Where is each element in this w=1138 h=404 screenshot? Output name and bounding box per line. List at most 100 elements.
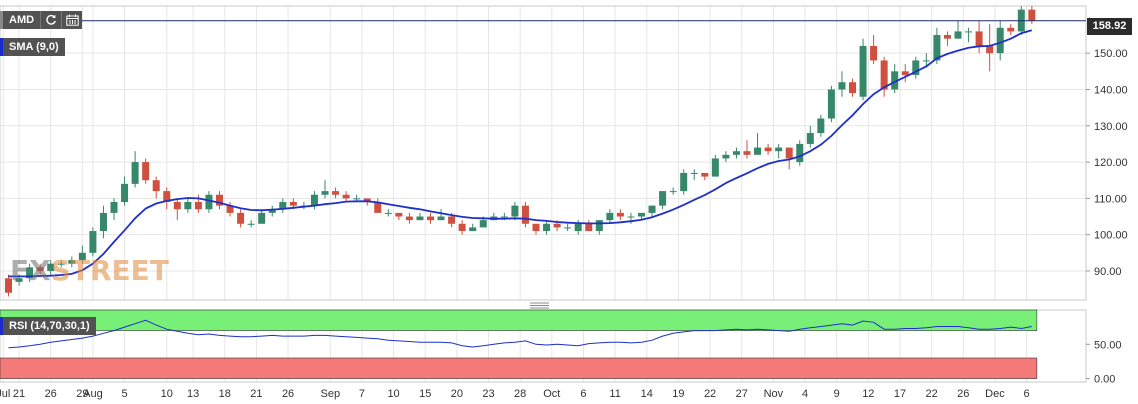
candle-body: [965, 31, 973, 33]
candle-body: [975, 31, 983, 46]
candle-body: [205, 194, 213, 210]
ticker-symbol: AMD: [9, 14, 35, 26]
date-tick-label: Oct: [543, 388, 560, 400]
resize-handle-icon: [530, 302, 549, 309]
candle-body: [827, 89, 835, 119]
candle: [690, 169, 698, 181]
candle: [849, 78, 856, 97]
candle: [110, 198, 118, 221]
sma-indicator-label[interactable]: SMA (9,0): [0, 38, 65, 56]
candle: [722, 151, 730, 163]
candle: [89, 227, 97, 257]
price-tick-label: 120.00: [1094, 157, 1128, 169]
rsi-tick-label: 50.00: [1094, 339, 1122, 351]
candle-body: [289, 202, 297, 206]
time-axis[interactable]: Jul212629Aug51013182126Sep71015202328Oct…: [0, 388, 1030, 400]
candle-body: [585, 223, 593, 232]
candle: [743, 140, 751, 159]
candle: [954, 20, 962, 39]
calendar-icon: [65, 14, 79, 26]
rsi-tick-label: 0.00: [1094, 374, 1115, 386]
date-tick-label: 10: [387, 388, 399, 400]
candle-body: [912, 60, 920, 75]
ticker-selector[interactable]: AMD: [0, 11, 83, 29]
candle: [511, 202, 519, 221]
calendar-button[interactable]: [61, 11, 82, 29]
candle: [68, 256, 76, 268]
candle: [216, 191, 223, 210]
candle: [36, 263, 44, 275]
candle: [616, 209, 624, 221]
candle-body: [659, 191, 667, 206]
overbought-band: [0, 309, 1038, 331]
candle: [47, 260, 55, 275]
rsi-indicator-label[interactable]: RSI (14,70,30,1): [0, 317, 96, 335]
candle-body: [701, 172, 709, 177]
candle: [437, 209, 445, 221]
candle-body: [121, 183, 129, 202]
candle-body: [680, 172, 688, 192]
candle: [184, 198, 192, 213]
pane-resize-handle[interactable]: [530, 302, 549, 309]
candle-body: [785, 147, 793, 159]
date-tick-label: 23: [482, 388, 494, 400]
candle-body: [859, 45, 867, 97]
date-tick-label: 14: [641, 388, 653, 400]
candle: [99, 205, 107, 239]
candle-body: [458, 223, 466, 232]
candle-body: [901, 71, 909, 75]
main-plot-frame: [0, 5, 1087, 301]
refresh-button[interactable]: [40, 11, 61, 29]
price-tick-label: 100.00: [1094, 230, 1128, 242]
candle-body: [775, 147, 783, 152]
candle-body: [722, 154, 730, 159]
date-tick-label: 10: [161, 388, 173, 400]
candle-body: [279, 202, 287, 210]
candle: [796, 140, 804, 166]
price-tick-label: 140.00: [1094, 84, 1128, 96]
candle: [659, 191, 667, 210]
date-tick-label: 22: [704, 388, 716, 400]
candle-body: [184, 202, 192, 210]
candle: [268, 205, 276, 217]
candle: [817, 114, 825, 137]
candle: [142, 158, 150, 184]
candle: [226, 202, 234, 217]
date-tick-label: 21: [250, 388, 262, 400]
refresh-icon: [46, 14, 56, 25]
rsi-axis[interactable]: 0.00 50.00: [1086, 339, 1122, 386]
candle-body: [163, 191, 171, 202]
candle-body: [1028, 9, 1036, 21]
candle-body: [796, 143, 804, 163]
date-tick-label: 12: [862, 388, 874, 400]
candle-body: [711, 158, 719, 177]
candle-body: [226, 205, 234, 213]
candle: [321, 180, 329, 199]
candle-body: [99, 212, 107, 232]
candle: [342, 191, 350, 202]
candle: [732, 147, 740, 159]
candle: [532, 223, 540, 235]
candle-body: [247, 223, 255, 225]
candle: [648, 205, 656, 217]
candle: [986, 24, 994, 72]
candle-body: [891, 71, 899, 90]
candle: [838, 71, 846, 97]
price-tick-label: 110.00: [1094, 193, 1127, 205]
candle: [57, 260, 65, 268]
candle-body: [532, 223, 540, 232]
candle-body: [838, 82, 846, 90]
candle-body: [574, 223, 582, 232]
candle: [205, 191, 213, 213]
candle-body: [395, 212, 403, 217]
candle-body: [922, 60, 930, 62]
candle: [785, 147, 793, 170]
price-axis[interactable]: 90.00 100.00 110.00 120.00 130.00 140.00 150.0…: [1086, 48, 1128, 278]
candle: [996, 20, 1004, 61]
candle: [121, 176, 129, 206]
candle-body: [817, 118, 825, 134]
candle: [754, 133, 762, 155]
date-tick-label: 6: [1024, 388, 1030, 400]
candle: [943, 31, 951, 46]
